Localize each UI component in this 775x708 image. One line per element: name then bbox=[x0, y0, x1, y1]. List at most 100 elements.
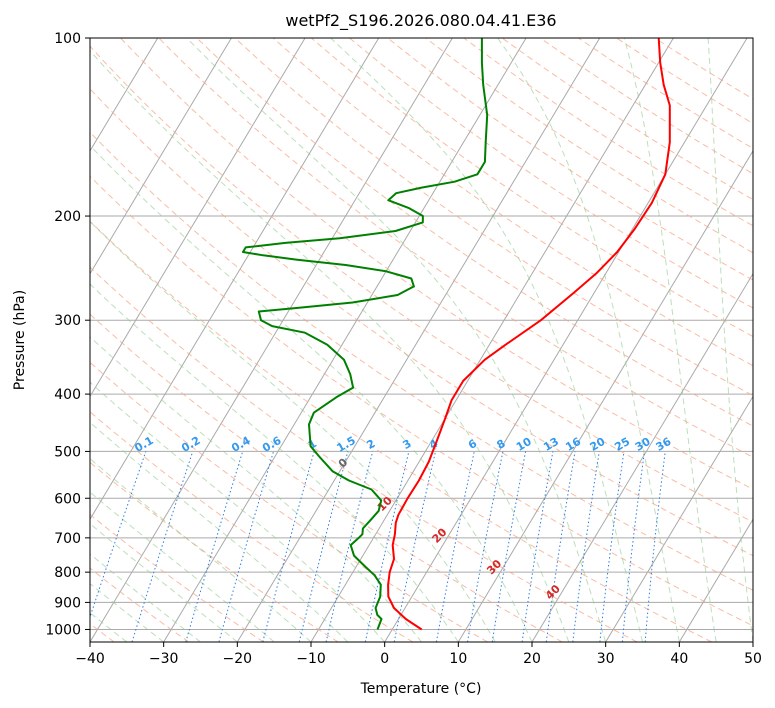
chart-title: wetPf2_S196.2026.080.04.41.E36 bbox=[285, 11, 556, 31]
y-tick-label: 300 bbox=[54, 313, 81, 329]
mixing-ratio-label: 3 bbox=[401, 437, 414, 452]
isotherm-line bbox=[605, 395, 753, 642]
x-axis-label: Temperature (°C) bbox=[360, 681, 482, 697]
dry-adiabat-line bbox=[616, 38, 753, 125]
x-tick-label: 40 bbox=[670, 651, 688, 667]
moist-adiabat-line bbox=[90, 553, 201, 642]
moist-adiabat-line bbox=[186, 38, 607, 642]
isotherm-line bbox=[310, 38, 674, 642]
dry-adiabat-line bbox=[90, 220, 712, 642]
mixing-ratio-line bbox=[131, 451, 194, 642]
dry-adiabat-line bbox=[90, 313, 563, 642]
dry-adiabat-line bbox=[349, 38, 753, 309]
y-tick-label: 600 bbox=[54, 491, 81, 507]
y-axis: 100 200 300 400 500 600 700 800 900 1000 bbox=[45, 31, 90, 638]
mixing-ratio-label: 6 bbox=[466, 437, 479, 452]
dry-adiabat-line bbox=[234, 38, 753, 397]
x-tick-label: −10 bbox=[296, 651, 326, 667]
x-tick-label: −30 bbox=[149, 651, 179, 667]
x-tick-label: 20 bbox=[523, 651, 541, 667]
x-tick-label: −40 bbox=[75, 651, 105, 667]
isotherm-line bbox=[531, 272, 753, 642]
y-tick-label: 800 bbox=[54, 565, 81, 581]
isotherm-line bbox=[90, 38, 380, 521]
mixing-ratio-line bbox=[545, 451, 576, 642]
moist-adiabat-line bbox=[623, 38, 717, 642]
y-tick-label: 100 bbox=[54, 31, 81, 47]
dry-adiabat-line bbox=[90, 45, 753, 523]
mixing-ratio-line bbox=[218, 451, 274, 642]
x-tick-label: 0 bbox=[380, 651, 389, 667]
y-tick-label: 900 bbox=[54, 595, 81, 611]
moist-adiabat-line bbox=[330, 38, 643, 642]
y-tick-label: 1000 bbox=[45, 622, 81, 638]
dry-adiabat-line bbox=[90, 266, 638, 642]
y-tick-label: 400 bbox=[54, 387, 81, 403]
isotherm-line bbox=[678, 518, 753, 642]
dry-adiabat-line bbox=[539, 38, 753, 175]
isotherm-line bbox=[90, 38, 232, 275]
x-tick-label: 10 bbox=[449, 651, 467, 667]
dry-adiabat-line bbox=[272, 38, 753, 367]
isotherm-line bbox=[0, 38, 10, 642]
isotherm-line bbox=[752, 641, 753, 642]
dry-adiabat-line bbox=[196, 38, 753, 427]
dry-adiabat-line bbox=[90, 411, 414, 642]
data-series bbox=[242, 38, 671, 631]
y-tick-label: 200 bbox=[54, 209, 81, 225]
dry-adiabat-line bbox=[158, 38, 753, 458]
mixing-ratio-label: 2 bbox=[364, 437, 377, 452]
plot-frame bbox=[89, 37, 754, 643]
mixing-ratio-line bbox=[325, 451, 374, 642]
moist-adiabat-line bbox=[90, 283, 459, 642]
dewpoint-line bbox=[242, 38, 489, 630]
moist-adiabat-line bbox=[90, 523, 238, 642]
y-tick-label: 500 bbox=[54, 444, 81, 460]
temperature-line bbox=[387, 38, 671, 631]
isotherm-line bbox=[457, 149, 753, 642]
moist-adiabat-label: 30 bbox=[484, 557, 504, 577]
dry-adiabat-line bbox=[90, 513, 264, 642]
dry-adiabat-line bbox=[90, 88, 753, 557]
y-axis-label: Pressure (hPa) bbox=[12, 290, 28, 390]
moist-adiabat-line bbox=[90, 457, 312, 642]
moist-adiabat-line bbox=[90, 50, 570, 642]
moist-adiabat-line bbox=[707, 38, 753, 642]
isotherm-line bbox=[90, 38, 159, 152]
moist-adiabat-line bbox=[90, 220, 496, 642]
dry-adiabat-line bbox=[120, 38, 753, 490]
moist-adiabat-line bbox=[90, 381, 386, 642]
mixing-ratio-line bbox=[298, 451, 349, 642]
moist-adiabat-line bbox=[90, 144, 533, 642]
mixing-ratio-line bbox=[621, 451, 645, 642]
isotherm-line bbox=[90, 38, 453, 642]
dry-adiabat-line bbox=[310, 38, 753, 338]
moist-adiabat-line bbox=[90, 421, 349, 642]
mixing-ratio-line bbox=[572, 451, 600, 642]
dry-adiabat-line bbox=[425, 38, 753, 254]
y-tick-label: 700 bbox=[54, 531, 81, 547]
dry-adiabat-line bbox=[654, 38, 753, 100]
dry-adiabat-line bbox=[90, 361, 488, 642]
dry-adiabat-line bbox=[387, 38, 753, 281]
mixing-ratio-line bbox=[644, 451, 666, 642]
moist-adiabat-label: 40 bbox=[543, 582, 563, 602]
isotherm-line bbox=[90, 38, 306, 398]
dry-adiabat-line bbox=[90, 461, 339, 642]
isotherm-line bbox=[384, 38, 748, 642]
isotherm-line bbox=[236, 38, 601, 642]
moist-adiabat-line bbox=[497, 38, 680, 642]
moist-adiabat-line bbox=[90, 336, 422, 642]
dry-adiabat-line bbox=[90, 175, 753, 627]
dry-adiabat-line bbox=[90, 567, 190, 642]
x-tick-label: 50 bbox=[744, 651, 762, 667]
mixing-ratio-line bbox=[262, 451, 315, 642]
x-tick-label: −20 bbox=[223, 651, 253, 667]
x-tick-label: 30 bbox=[597, 651, 615, 667]
x-axis: −40 −30 −20 −10 0 10 20 30 40 50 bbox=[75, 642, 762, 667]
mixing-ratio-line bbox=[521, 451, 554, 642]
background-lines bbox=[0, 38, 753, 642]
isotherm-line bbox=[163, 38, 527, 642]
moist-adiabat-label: 20 bbox=[430, 525, 450, 545]
